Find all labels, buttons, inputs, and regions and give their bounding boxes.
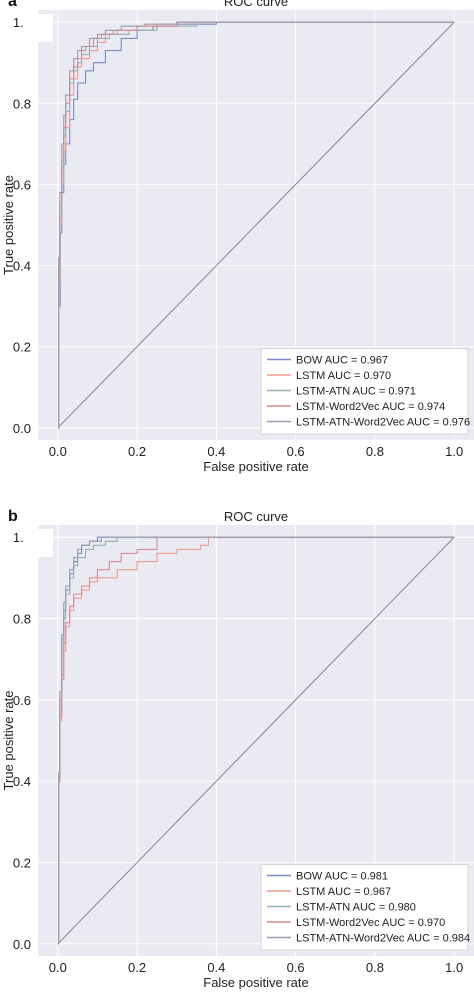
y-tick-label: 0.2 bbox=[13, 340, 31, 355]
x-tick-label: 1.0 bbox=[445, 960, 463, 975]
panel-label: b bbox=[8, 508, 18, 525]
roc-series-line bbox=[57, 21, 455, 429]
legend-entry: LSTM-ATN AUC = 0.980 bbox=[296, 902, 416, 914]
legend-entry: BOW AUC = 0.967 bbox=[296, 355, 388, 367]
x-tick-label: 0.2 bbox=[128, 444, 146, 459]
legend-entry: LSTM-Word2Vec AUC = 0.970 bbox=[296, 917, 445, 929]
white-patch bbox=[23, 529, 53, 557]
y-tick-label: 0.8 bbox=[13, 96, 31, 111]
x-tick-label: 0.6 bbox=[287, 960, 305, 975]
x-tick-label: 0.8 bbox=[366, 444, 384, 459]
y-axis-label: True positive rate bbox=[1, 175, 16, 275]
y-tick-label: 0.6 bbox=[13, 177, 31, 192]
roc-chart-b: 0.0 0.2 0.4 0.6 0.8 1.00.00.20.40.60.81.0b ROC… bbox=[1, 508, 474, 990]
legend-entry: LSTM AUC = 0.970 bbox=[296, 370, 391, 382]
x-axis-label: False positive rate bbox=[203, 975, 309, 989]
white-patch bbox=[23, 14, 53, 42]
y-tick-label: 0.4 bbox=[13, 259, 31, 274]
x-tick-label: 0.0 bbox=[49, 444, 67, 459]
y-tick-label: 0.0 bbox=[13, 421, 31, 436]
y-tick-label: 0.2 bbox=[13, 855, 31, 870]
roc-series-line bbox=[57, 536, 455, 945]
legend-entry: LSTM-Word2Vec AUC = 0.974 bbox=[296, 401, 445, 413]
legend-entry: LSTM-ATN-Word2Vec AUC = 0.976 bbox=[296, 417, 470, 429]
chart-title: ROC curve bbox=[224, 509, 288, 524]
y-tick-label: 0.8 bbox=[13, 612, 31, 627]
legend-box bbox=[260, 348, 469, 435]
y-axis-label: True positive rate bbox=[1, 691, 16, 791]
roc-chart-a: 0.0 0.2 0.4 0.6 0.8 1.00.00.20.40.60.81.0a ROC… bbox=[1, 0, 474, 474]
legend-box bbox=[260, 864, 469, 951]
chance-diagonal bbox=[57, 536, 455, 945]
roc-panel-b: 0.0 0.2 0.4 0.6 0.8 1.0 0.0 0.2 0.4 0.6 0.8 1.0 b ROC… bbox=[0, 505, 474, 990]
legend-entry: LSTM-ATN-Word2Vec AUC = 0.984 bbox=[296, 933, 470, 945]
x-axis-label: False positive rate bbox=[203, 459, 309, 474]
roc-panel-a: 0.0 0.2 0.4 0.6 0.8 1.0 0.0 0.2 0.4 0.6 0.8 1.0 a ROC… bbox=[0, 0, 474, 480]
chance-diagonal bbox=[57, 21, 455, 429]
roc-series-line bbox=[57, 536, 455, 945]
x-tick-label: 0.0 bbox=[49, 960, 67, 975]
x-tick-label: 0.4 bbox=[207, 444, 225, 459]
chart-title: ROC curve bbox=[224, 0, 288, 9]
y-tick-label: 0.6 bbox=[13, 693, 31, 708]
legend-entry: LSTM-ATN AUC = 0.971 bbox=[296, 386, 416, 398]
x-tick-label: 0.4 bbox=[207, 960, 225, 975]
x-tick-label: 0.6 bbox=[287, 444, 305, 459]
legend-entry: BOW AUC = 0.981 bbox=[296, 871, 388, 883]
roc-series-line bbox=[57, 21, 455, 429]
y-tick-label: 0.0 bbox=[13, 937, 31, 952]
x-tick-label: 1.0 bbox=[445, 444, 463, 459]
x-tick-label: 0.2 bbox=[128, 960, 146, 975]
legend-entry: LSTM AUC = 0.967 bbox=[296, 886, 391, 898]
y-tick-label: 0.4 bbox=[13, 774, 31, 789]
panel-label: a bbox=[8, 0, 17, 10]
x-tick-label: 0.8 bbox=[366, 960, 384, 975]
